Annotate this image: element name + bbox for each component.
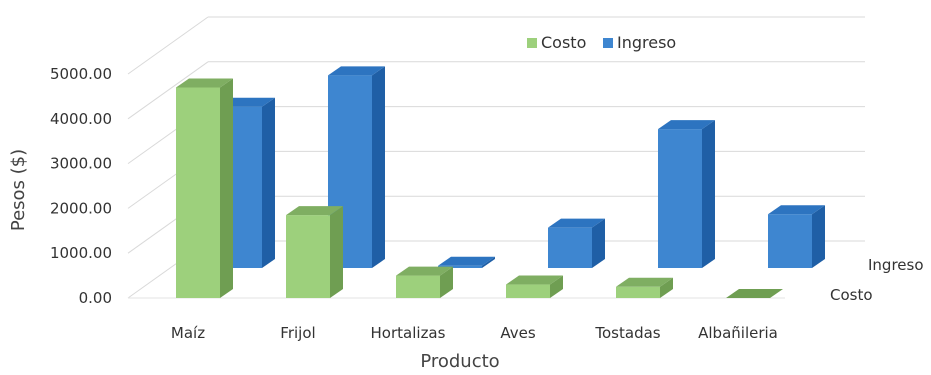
- bar-costo-top: [286, 206, 343, 216]
- bar-ingreso-top: [438, 256, 495, 266]
- bar-ingreso-top: [328, 66, 385, 76]
- bar-ingreso-top: [658, 120, 715, 130]
- bar-costo-front: [506, 284, 550, 298]
- bar-layer: [176, 66, 825, 298]
- y-axis-title: Pesos ($): [8, 149, 29, 231]
- legend-swatch-costo: [527, 38, 537, 48]
- bar-costo-front: [176, 87, 220, 298]
- bar-costo-front: [286, 215, 330, 298]
- bar-costo-top: [506, 275, 563, 285]
- bar-costo-top: [726, 289, 783, 298]
- gridline-diagonal: [127, 16, 209, 75]
- gridline-diagonal: [127, 61, 209, 120]
- bar-ingreso-side: [702, 120, 715, 269]
- bar-costo-side: [330, 206, 343, 298]
- category-label: Albañileria: [698, 324, 778, 342]
- bar-ingreso-front: [768, 214, 812, 268]
- bar-costo-top: [176, 78, 233, 88]
- y-tick-label: 4000.00: [50, 110, 112, 128]
- category-label: Aves: [500, 324, 535, 342]
- bar-ingreso-side: [372, 66, 385, 268]
- bar-costo-top: [396, 266, 453, 276]
- category-label: Tostadas: [594, 324, 660, 342]
- bar-ingreso-side: [812, 205, 825, 268]
- bar-costo: [616, 277, 673, 298]
- bar-costo-side: [440, 266, 453, 298]
- bar-ingreso-front: [438, 265, 482, 268]
- bar-costo: [176, 78, 233, 298]
- category-label: Frijol: [280, 324, 315, 342]
- legend-swatch-ingreso: [603, 38, 613, 48]
- bar-costo: [286, 206, 343, 298]
- y-tick-label: 5000.00: [50, 65, 112, 83]
- y-tick-label: 1000.00: [50, 244, 112, 262]
- x-axis-title: Producto: [420, 351, 499, 372]
- bar-ingreso: [658, 120, 715, 269]
- bar-costo: [506, 275, 563, 298]
- legend-label-costo: Costo: [541, 33, 586, 52]
- bar-ingreso-side: [482, 256, 495, 268]
- bar-ingreso-side: [592, 218, 605, 268]
- bar-costo: [726, 289, 783, 298]
- bar-ingreso: [768, 205, 825, 268]
- bar-ingreso-top: [548, 218, 605, 228]
- bar-costo-front: [396, 275, 440, 298]
- y-tick-label: 3000.00: [50, 155, 112, 173]
- y-tick-labels: 0.00 1000.00 2000.00 3000.00 4000.00 5000.00: [50, 65, 112, 307]
- bar-ingreso-top: [768, 205, 825, 215]
- y-tick-label: 2000.00: [50, 199, 112, 217]
- legend-label-ingreso: Ingreso: [617, 33, 676, 52]
- bar-ingreso-front: [548, 227, 592, 268]
- y-tick-label: 0.00: [79, 289, 112, 307]
- bar-ingreso: [438, 256, 495, 268]
- legend: Costo Ingreso: [527, 33, 676, 52]
- bar-costo-side: [660, 277, 673, 298]
- bar-costo-side: [550, 275, 563, 298]
- bar-costo: [396, 266, 453, 298]
- depth-label-ingreso: Ingreso: [868, 256, 924, 274]
- bar-ingreso: [548, 218, 605, 268]
- bar-costo-top: [616, 277, 673, 287]
- bar-costo-side: [220, 78, 233, 298]
- bar-ingreso-side: [262, 97, 275, 268]
- depth-label-costo: Costo: [830, 286, 873, 304]
- category-labels: Maíz Frijol Hortalizas Aves Tostadas Albañile…: [171, 324, 778, 342]
- bar-ingreso-front: [658, 129, 702, 268]
- bar-costo-front: [616, 286, 660, 298]
- category-label: Hortalizas: [371, 324, 446, 342]
- category-label: Maíz: [171, 324, 205, 342]
